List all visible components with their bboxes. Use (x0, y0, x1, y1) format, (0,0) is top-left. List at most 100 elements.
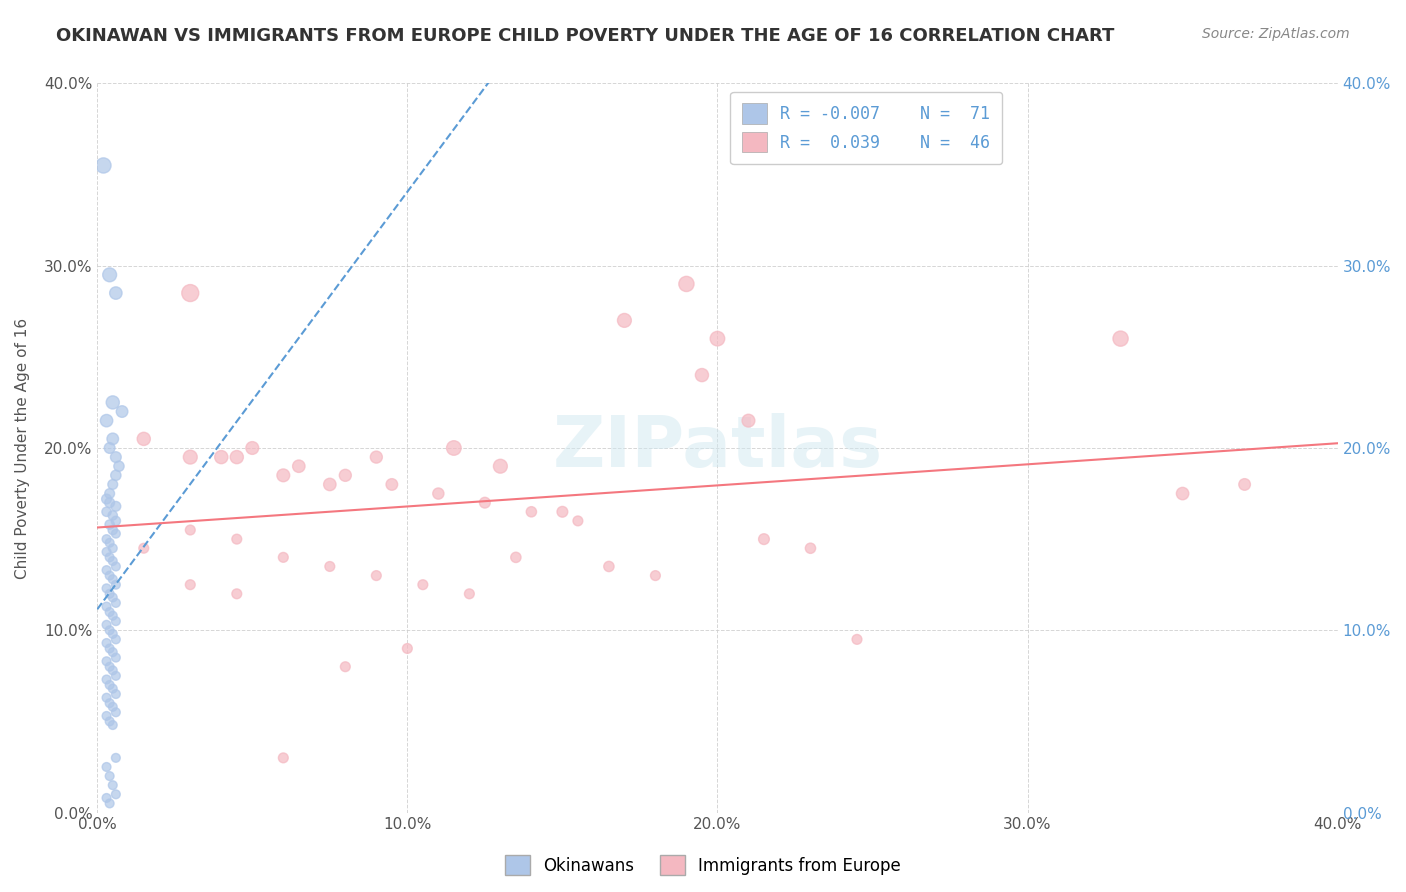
Point (104, 669, 127, 683)
Point (240, 441, 263, 455)
Point (98, 696, 121, 710)
Text: OKINAWAN VS IMMIGRANTS FROM EUROPE CHILD POVERTY UNDER THE AGE OF 16 CORRELATION: OKINAWAN VS IMMIGRANTS FROM EUROPE CHILD… (56, 27, 1115, 45)
Point (98, 678, 121, 692)
Point (111, 404, 134, 418)
Point (101, 645, 124, 659)
Point (551, 505, 574, 519)
Point (96, 690, 118, 705)
Point (101, 572, 124, 586)
Legend: Okinawans, Immigrants from Europe: Okinawans, Immigrants from Europe (499, 848, 907, 882)
Point (209, 450, 232, 464)
Point (474, 496, 496, 510)
Point (104, 450, 127, 464)
Point (225, 532, 247, 546)
Point (96, 505, 118, 519)
Point (179, 523, 201, 537)
Point (101, 554, 124, 568)
Point (101, 718, 124, 732)
Point (96, 532, 118, 546)
Point (104, 614, 127, 628)
Point (96, 491, 118, 506)
Point (104, 687, 127, 701)
Point (96, 654, 118, 668)
Point (98, 769, 121, 783)
Point (690, 368, 713, 382)
Point (101, 608, 124, 623)
Point (96, 563, 118, 577)
Point (567, 514, 589, 528)
Point (101, 681, 124, 696)
Point (1109, 332, 1132, 346)
Y-axis label: Child Poverty Under the Age of 16: Child Poverty Under the Age of 16 (15, 318, 30, 579)
Point (396, 641, 419, 656)
Point (98, 797, 121, 811)
Point (96, 599, 118, 614)
Point (98, 550, 121, 565)
Point (271, 751, 294, 765)
Point (101, 541, 124, 556)
Point (98, 535, 121, 549)
Point (489, 459, 512, 474)
Point (98, 496, 121, 510)
Point (598, 559, 620, 574)
Point (427, 486, 450, 500)
Point (101, 778, 124, 792)
Point (98, 587, 121, 601)
Point (706, 332, 728, 346)
Point (96, 636, 118, 650)
Point (520, 505, 543, 519)
Point (96, 582, 118, 596)
Point (96, 709, 118, 723)
Point (505, 550, 527, 565)
Point (101, 627, 124, 641)
Point (104, 500, 127, 514)
Legend: R = -0.007    N =  71, R =  0.039    N =  46: R = -0.007 N = 71, R = 0.039 N = 46 (731, 92, 1002, 164)
Point (104, 650, 127, 665)
Point (101, 699, 124, 714)
Point (846, 632, 869, 647)
Point (675, 277, 697, 291)
Point (335, 659, 357, 673)
Point (98, 659, 121, 673)
Point (381, 477, 404, 491)
Point (412, 577, 434, 591)
Point (96, 545, 118, 559)
Point (101, 477, 124, 491)
Point (93, 158, 115, 172)
Point (104, 286, 127, 301)
Point (104, 514, 127, 528)
Point (443, 441, 465, 455)
Point (319, 559, 342, 574)
Point (1171, 486, 1194, 500)
Point (96, 414, 118, 428)
Point (98, 268, 121, 282)
Text: ZIPatlas: ZIPatlas (553, 414, 883, 483)
Point (179, 450, 201, 464)
Point (98, 517, 121, 532)
Point (98, 624, 121, 638)
Point (1233, 477, 1256, 491)
Point (319, 477, 342, 491)
Text: Source: ZipAtlas.com: Source: ZipAtlas.com (1202, 27, 1350, 41)
Point (108, 459, 131, 474)
Point (101, 432, 124, 446)
Point (737, 414, 759, 428)
Point (366, 450, 388, 464)
Point (335, 468, 357, 483)
Point (98, 441, 121, 455)
Point (104, 596, 127, 610)
Point (96, 791, 118, 805)
Point (458, 587, 481, 601)
Point (271, 550, 294, 565)
Point (366, 568, 388, 582)
Point (104, 468, 127, 483)
Point (96, 673, 118, 687)
Point (179, 286, 201, 301)
Point (101, 523, 124, 537)
Point (96, 617, 118, 632)
Point (752, 532, 775, 546)
Point (104, 577, 127, 591)
Point (98, 641, 121, 656)
Point (225, 587, 247, 601)
Point (613, 313, 636, 327)
